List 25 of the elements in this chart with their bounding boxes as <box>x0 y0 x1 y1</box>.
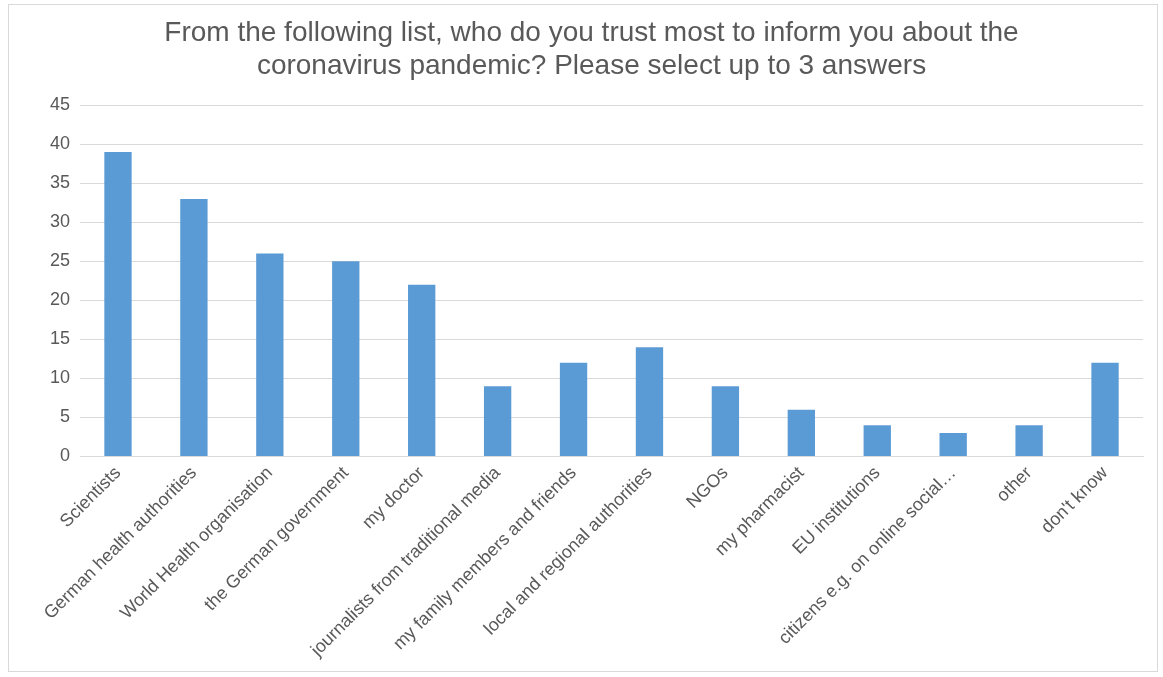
y-tick-label: 25 <box>49 250 71 271</box>
bar <box>1091 362 1119 457</box>
y-tick-label: 15 <box>49 328 71 349</box>
bar <box>939 433 967 457</box>
y-tick-label: 5 <box>60 406 71 427</box>
y-tick-label: 10 <box>49 367 71 388</box>
bar <box>256 253 284 457</box>
bar <box>408 284 436 457</box>
bar <box>711 386 740 457</box>
bar <box>1015 425 1043 457</box>
y-tick-label: 20 <box>49 289 71 310</box>
chart-title: From the following list, who do you trust most to inform you about the coronavirus pandemic? Please select up to 3 answers <box>164 15 1019 81</box>
y-tick-label: 40 <box>49 133 71 154</box>
y-tick-label: 30 <box>49 211 71 232</box>
bar <box>787 409 815 457</box>
bar <box>104 152 132 457</box>
y-tick-label: 35 <box>49 172 71 193</box>
y-tick-label: 0 <box>60 445 71 466</box>
bar <box>863 425 891 457</box>
bar <box>483 386 512 457</box>
y-tick-label: 45 <box>49 94 71 115</box>
bar <box>635 347 664 457</box>
bar <box>180 198 208 457</box>
bar <box>332 261 360 457</box>
bar <box>559 362 588 457</box>
